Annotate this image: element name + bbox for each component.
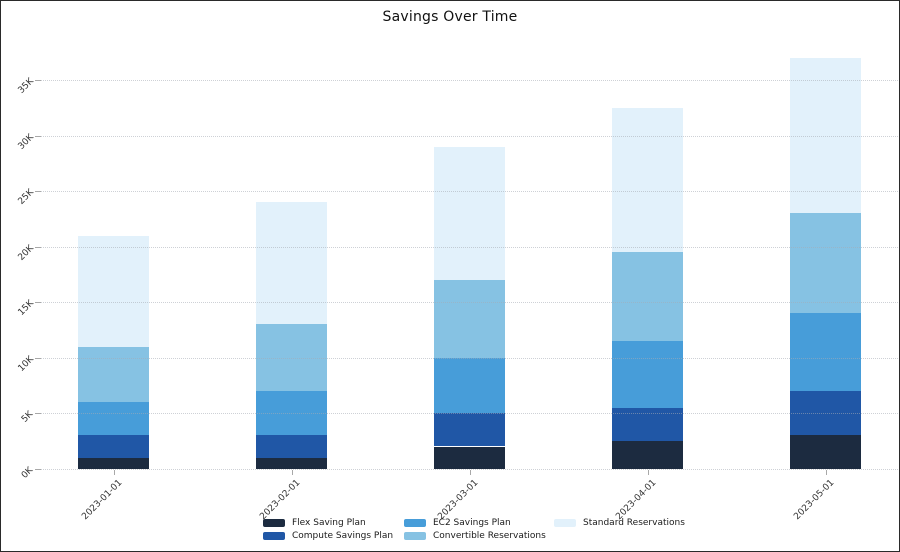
gridline (41, 135, 898, 137)
x-axis-tick (825, 469, 827, 475)
bar-segment[interactable] (790, 391, 861, 436)
y-axis-tick (35, 80, 41, 82)
x-tick-label: 2023-01-01 (80, 477, 125, 522)
bar-segment[interactable] (78, 457, 149, 469)
y-axis-tick (35, 135, 41, 137)
bar-segment[interactable] (434, 413, 505, 447)
legend-color-chip (404, 532, 426, 540)
legend-item[interactable]: Flex Saving Plan (263, 518, 366, 528)
y-tick-label: 35K (16, 76, 36, 96)
bar-segment[interactable] (790, 435, 861, 469)
legend-label: Compute Savings Plan (292, 531, 394, 541)
x-tick-label: 2023-02-01 (258, 477, 303, 522)
legend-color-chip (263, 518, 285, 527)
bar-segment[interactable] (434, 280, 505, 358)
bar-segment[interactable] (78, 346, 149, 403)
y-tick-label: 0K (20, 465, 36, 481)
x-tick-label: 2023-05-01 (792, 477, 837, 522)
bar-segment[interactable] (612, 440, 683, 469)
y-tick-label: 15K (16, 298, 36, 318)
y-tick-label: 30K (16, 132, 36, 152)
bar-segment[interactable] (790, 58, 861, 214)
y-tick-label: 10K (16, 354, 36, 374)
legend-color-chip (554, 518, 576, 527)
gridline (41, 80, 898, 82)
legend-label: Convertible Reservations (433, 531, 546, 541)
y-tick-label: 5K (20, 409, 36, 425)
bar-segment[interactable] (612, 407, 683, 441)
x-axis-tick (647, 469, 649, 475)
bar-segment[interactable] (256, 324, 327, 391)
legend-label: EC2 Savings Plan (433, 517, 511, 528)
legend-color-chip (404, 518, 426, 527)
x-axis-tick (113, 469, 115, 475)
bar-segment[interactable] (256, 391, 327, 436)
y-axis-tick (35, 468, 41, 470)
x-axis-tick (469, 469, 471, 475)
y-tick-label: 25K (16, 187, 36, 207)
y-axis-tick (35, 191, 41, 193)
y-axis-tick (35, 357, 41, 359)
y-axis-tick (35, 246, 41, 248)
y-axis-tick (35, 302, 41, 304)
legend-item[interactable]: EC2 Savings Plan (404, 518, 511, 528)
chart-title: Savings Over Time (382, 9, 518, 25)
legend-item[interactable]: Standard Reservations (554, 518, 685, 528)
legend-item[interactable]: Convertible Reservations (404, 531, 546, 541)
legend-item[interactable]: Compute Savings Plan (263, 531, 393, 541)
y-tick-label: 20K (16, 243, 36, 263)
bar-segment[interactable] (78, 235, 149, 347)
bar-segment[interactable] (434, 146, 505, 280)
legend-label: Flex Saving Plan (292, 517, 366, 528)
x-tick-label: 2023-04-01 (614, 477, 659, 522)
bar-segment[interactable] (256, 202, 327, 325)
bar-segment[interactable] (256, 457, 327, 469)
bar-segment[interactable] (434, 357, 505, 414)
bar-segment[interactable] (78, 435, 149, 458)
legend-label: Standard Reservations (583, 517, 685, 528)
bar-segment[interactable] (612, 341, 683, 408)
bar-segment[interactable] (434, 446, 505, 469)
x-tick-label: 2023-03-01 (436, 477, 481, 522)
bar-segment[interactable] (612, 107, 683, 253)
bar-segment[interactable] (790, 213, 861, 314)
x-axis-tick (291, 469, 293, 475)
bar-segment[interactable] (78, 402, 149, 436)
legend-color-chip (263, 532, 285, 540)
bar-segment[interactable] (256, 435, 327, 458)
y-axis-tick (35, 413, 41, 415)
bar-segment[interactable] (612, 252, 683, 342)
bar-segment[interactable] (790, 313, 861, 391)
